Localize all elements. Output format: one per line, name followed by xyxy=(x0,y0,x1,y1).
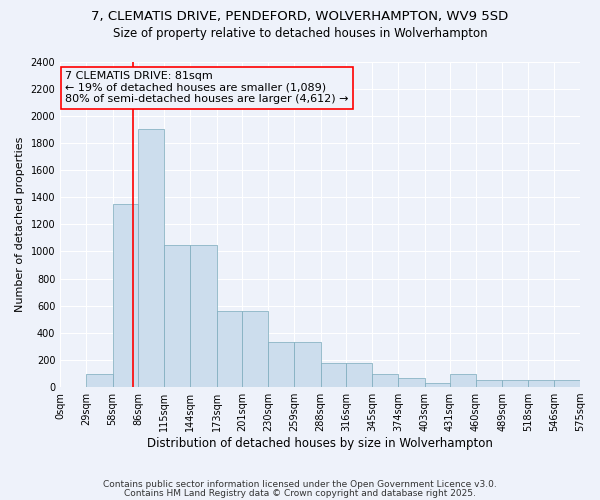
Bar xyxy=(476,380,502,387)
Bar xyxy=(113,204,138,387)
Bar xyxy=(138,130,164,387)
Bar xyxy=(190,244,217,387)
Bar xyxy=(372,374,398,387)
Y-axis label: Number of detached properties: Number of detached properties xyxy=(15,136,25,312)
Bar xyxy=(217,311,242,387)
X-axis label: Distribution of detached houses by size in Wolverhampton: Distribution of detached houses by size … xyxy=(147,437,493,450)
Bar xyxy=(450,374,476,387)
Text: Size of property relative to detached houses in Wolverhampton: Size of property relative to detached ho… xyxy=(113,28,487,40)
Text: Contains HM Land Registry data © Crown copyright and database right 2025.: Contains HM Land Registry data © Crown c… xyxy=(124,488,476,498)
Text: Contains public sector information licensed under the Open Government Licence v3: Contains public sector information licen… xyxy=(103,480,497,489)
Bar xyxy=(502,380,529,387)
Bar xyxy=(529,380,554,387)
Bar xyxy=(164,244,190,387)
Bar xyxy=(242,311,268,387)
Text: 7, CLEMATIS DRIVE, PENDEFORD, WOLVERHAMPTON, WV9 5SD: 7, CLEMATIS DRIVE, PENDEFORD, WOLVERHAMP… xyxy=(91,10,509,23)
Bar xyxy=(268,342,295,387)
Bar xyxy=(398,378,425,387)
Bar xyxy=(554,380,580,387)
Text: 7 CLEMATIS DRIVE: 81sqm
← 19% of detached houses are smaller (1,089)
80% of semi: 7 CLEMATIS DRIVE: 81sqm ← 19% of detache… xyxy=(65,72,349,104)
Bar xyxy=(86,374,113,387)
Bar xyxy=(320,364,346,387)
Bar xyxy=(425,383,450,387)
Bar xyxy=(295,342,320,387)
Bar xyxy=(346,364,372,387)
